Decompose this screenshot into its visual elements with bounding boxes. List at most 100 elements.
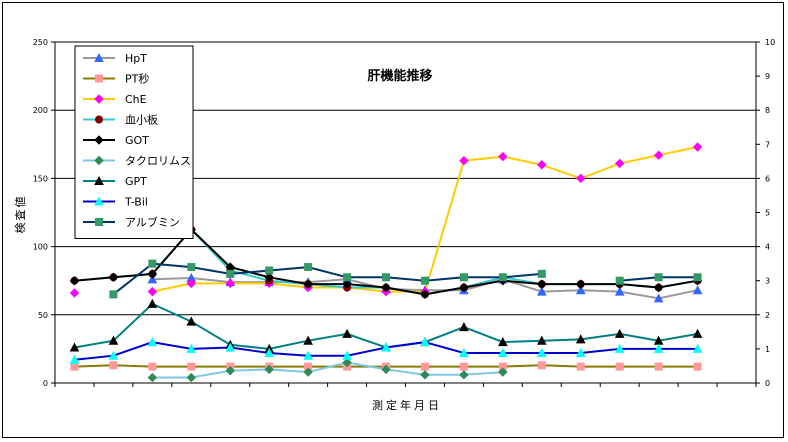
data-point-8 [225, 342, 236, 352]
data-point-5 [303, 279, 313, 289]
data-point-6 [303, 367, 313, 377]
data-point-3 [498, 151, 508, 162]
data-point-9 [148, 259, 157, 268]
data-point-3 [147, 286, 158, 297]
data-point-1 [692, 285, 703, 295]
data-point-6 [498, 367, 508, 377]
data-point-7 [614, 328, 625, 338]
data-point-7 [692, 328, 703, 338]
data-point-6 [225, 366, 235, 376]
data-point-2 [187, 362, 196, 371]
legend: HpT PT秒 ChE 血小板 GOT タクロリムス GPT T-Bil アルブミン [74, 45, 194, 239]
legend-swatch-marker [94, 52, 104, 62]
data-point-9 [304, 263, 313, 272]
y2-tick-label: 0 [765, 379, 770, 388]
series-line-7 [74, 302, 698, 350]
data-point-9 [382, 273, 391, 282]
data-point-7 [459, 322, 469, 332]
data-point-9 [187, 263, 196, 272]
data-point-8 [536, 347, 547, 357]
x-axis-label: 測定年月日 [372, 398, 442, 412]
legend-label: アルブミン [125, 215, 180, 229]
chart-frame [2, 2, 784, 438]
data-point-6 [264, 364, 274, 375]
data-point-8 [342, 350, 352, 360]
legend-swatch-marker [94, 135, 104, 145]
data-point-3 [537, 160, 547, 170]
data-point-2 [109, 361, 118, 370]
data-point-9 [265, 266, 274, 275]
data-point-9 [226, 269, 235, 278]
data-point-8 [498, 347, 508, 357]
data-point-1 [575, 285, 586, 295]
data-point-3 [69, 288, 80, 298]
series-line-9 [112, 262, 542, 296]
data-point-3 [692, 142, 703, 152]
data-point-2 [148, 362, 157, 371]
data-point-1 [653, 293, 664, 303]
y-axis-label: 検査値 [13, 195, 27, 234]
y-axis-ticks: 0 50 100 150 200 250 [33, 38, 55, 388]
y-tick-label: 200 [33, 106, 48, 115]
y-tick-label: 250 [33, 38, 48, 47]
y2-tick-label: 2 [765, 311, 770, 320]
data-point-7 [536, 335, 547, 345]
data-point-1 [614, 286, 625, 296]
legend-swatch-marker [95, 74, 103, 83]
legend-swatch-marker [94, 175, 104, 185]
y2-tick-label: 10 [765, 38, 775, 47]
data-point-6 [420, 370, 430, 380]
data-point-3 [653, 150, 664, 160]
data-point-7 [575, 334, 586, 344]
data-point-6 [186, 372, 197, 383]
data-point-5 [653, 282, 664, 293]
y-tick-label: 100 [33, 243, 48, 252]
data-point-5 [108, 272, 119, 282]
legend-label: GPT [125, 175, 147, 188]
data-point-8 [381, 342, 391, 352]
data-point-5 [576, 279, 586, 289]
y2-tick-label: 5 [765, 209, 770, 218]
data-point-5 [381, 282, 391, 293]
chart-title: 肝機能推移 [367, 68, 432, 84]
data-point-9 [693, 273, 702, 282]
legend-label: タクロリムス [125, 155, 191, 168]
data-point-9 [498, 273, 507, 282]
data-point-8 [420, 337, 430, 347]
data-point-5 [69, 275, 80, 286]
data-point-3 [459, 155, 469, 166]
data-point-3 [186, 278, 197, 289]
data-point-2 [459, 362, 468, 371]
data-point-5 [264, 272, 274, 282]
data-point-9 [537, 269, 546, 278]
y-tick-label: 150 [33, 174, 48, 183]
data-point-9 [615, 276, 624, 285]
data-point-1 [536, 286, 547, 296]
y2-tick-label: 8 [765, 106, 770, 115]
data-point-7 [69, 342, 80, 352]
data-point-8 [614, 343, 625, 353]
data-point-7 [186, 316, 197, 326]
data-point-6 [342, 357, 352, 368]
data-point-9 [459, 273, 468, 282]
data-point-5 [459, 282, 469, 293]
data-point-8 [575, 347, 586, 357]
legend-swatch-marker [95, 115, 103, 124]
data-point-8 [186, 343, 197, 353]
data-point-9 [343, 273, 352, 282]
data-point-2 [537, 361, 546, 370]
data-point-2 [70, 362, 79, 371]
data-point-3 [576, 173, 586, 184]
data-point-6 [381, 364, 391, 375]
data-point-1 [147, 274, 158, 284]
y2-tick-label: 4 [765, 243, 770, 252]
legend-label: 血小板 [125, 113, 158, 127]
y2-tick-label: 3 [765, 277, 770, 286]
data-point-2 [615, 362, 624, 371]
y-tick-label: 50 [38, 311, 48, 320]
data-point-7 [342, 328, 352, 338]
data-point-8 [147, 337, 158, 347]
data-point-8 [303, 350, 313, 360]
y2-tick-label: 9 [765, 72, 770, 81]
